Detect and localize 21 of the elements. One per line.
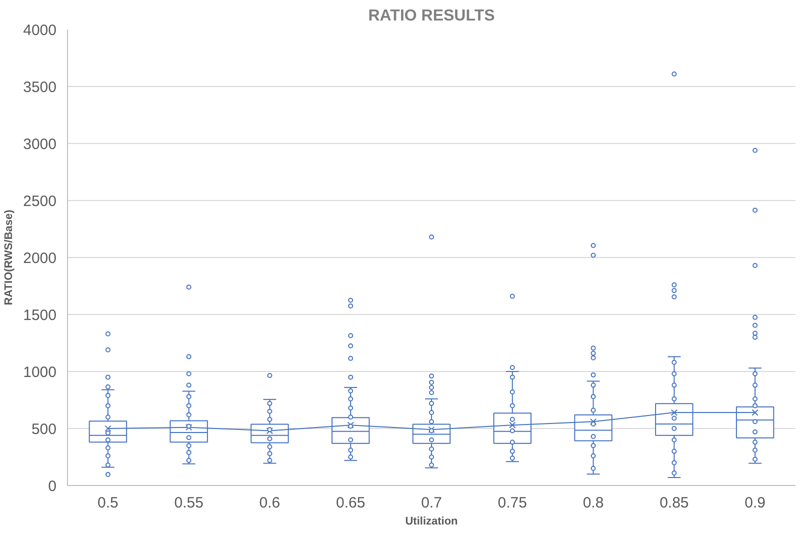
y-tick-label: 1500: [23, 307, 57, 324]
chart-title: RATIO RESULTS: [368, 8, 496, 24]
x-tick-label: 0.85: [660, 494, 689, 512]
x-axis-title: Utilization: [405, 516, 458, 528]
x-tick-label: 0.55: [174, 494, 204, 512]
x-tick-label: 0.65: [336, 494, 366, 512]
x-tick-label: 0.7: [421, 494, 442, 512]
y-tick-label: 500: [31, 421, 57, 438]
y-tick-label: 2500: [23, 193, 57, 210]
y-tick-label: 1000: [23, 364, 57, 381]
x-tick-label: 0.75: [498, 494, 527, 512]
y-tick-label: 3500: [23, 79, 57, 96]
y-tick-label: 0: [48, 478, 56, 495]
x-tick-label: 0.6: [259, 494, 280, 512]
x-tick-label: 0.8: [582, 494, 604, 512]
y-tick-label: 3000: [23, 136, 57, 153]
x-tick-label: 0.9: [744, 494, 766, 512]
y-tick-label: 4000: [23, 22, 57, 39]
x-tick-label: 0.5: [98, 494, 118, 512]
y-axis-title: RATIO(RWS/Base): [3, 209, 16, 306]
y-tick-label: 2000: [23, 250, 57, 267]
